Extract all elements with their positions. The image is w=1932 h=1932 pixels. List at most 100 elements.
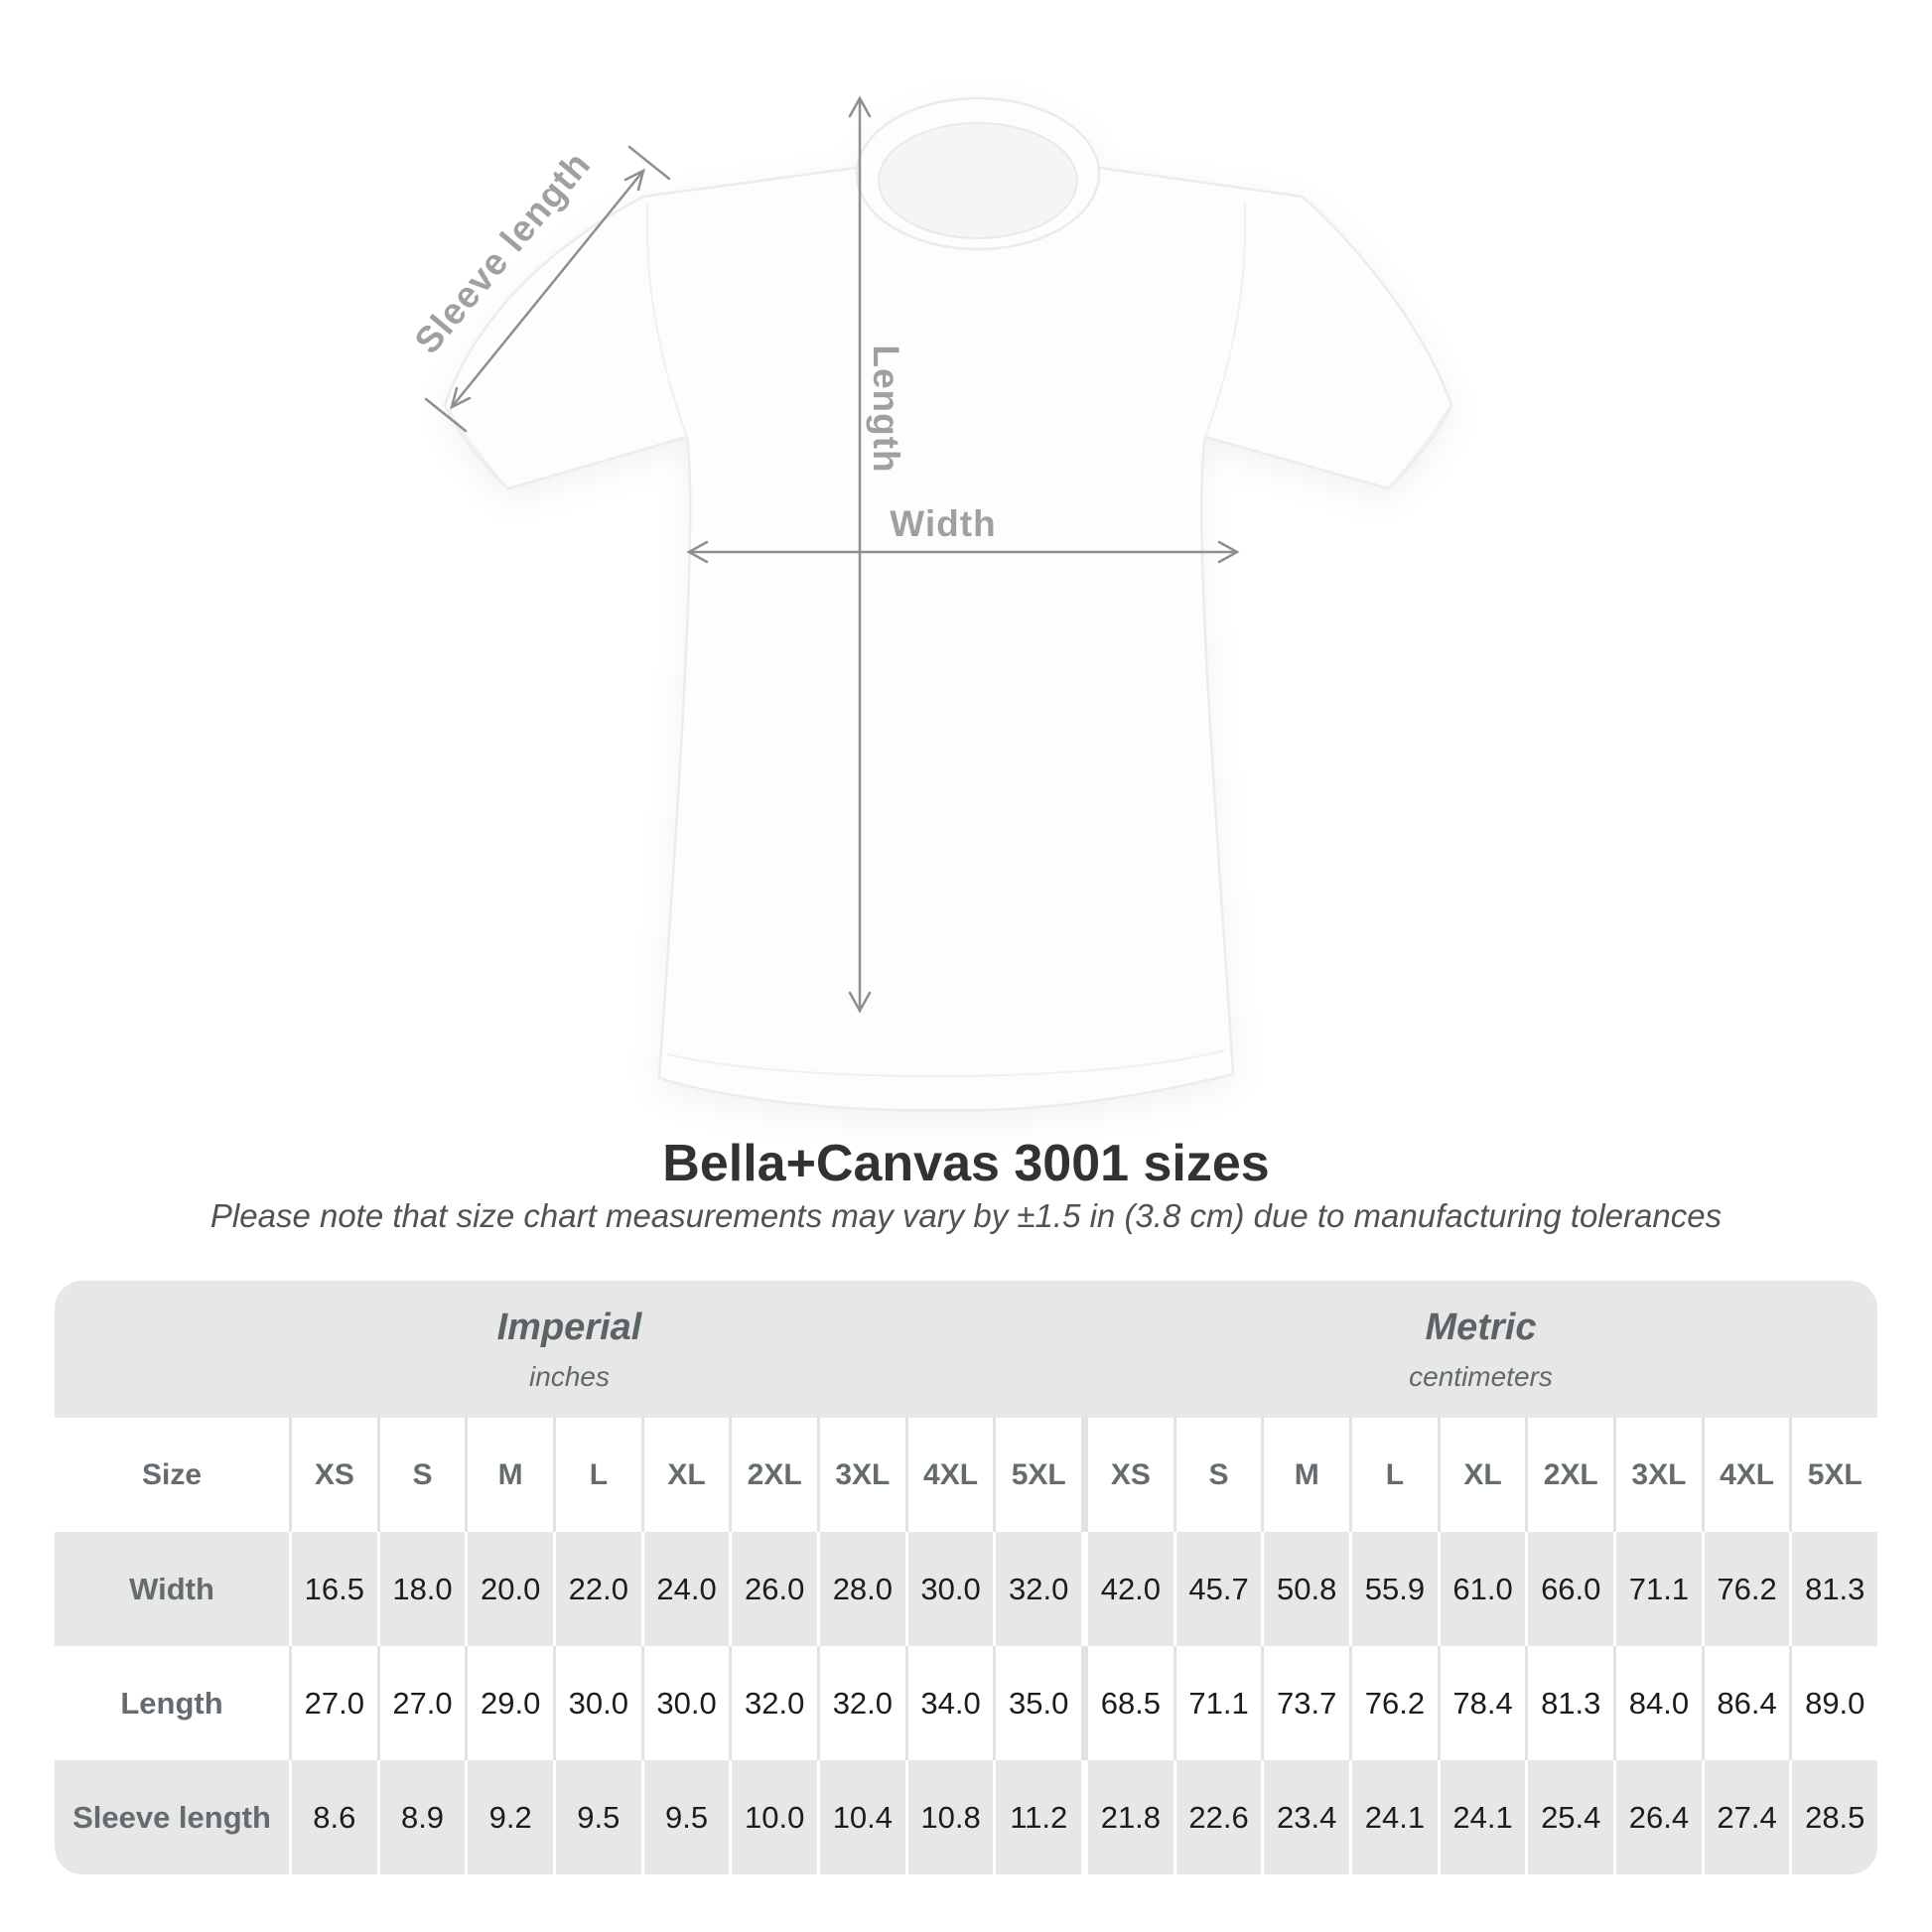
length-value-cell: 84.0 — [1616, 1646, 1702, 1760]
size-header-cell: L — [556, 1418, 641, 1532]
length-value-cell: 27.0 — [292, 1646, 377, 1760]
hem-seam — [666, 1049, 1226, 1077]
sleeve-length-value-cell: 9.5 — [643, 1760, 730, 1874]
size-header-cell: XS — [1088, 1418, 1173, 1532]
length-row-label: Length — [55, 1646, 289, 1760]
sleeve-length-value-cell: 22.6 — [1175, 1760, 1262, 1874]
width-value-cell: 66.0 — [1528, 1532, 1614, 1646]
right-cuff-seam — [1393, 408, 1449, 483]
size-header-cell: 5XL — [996, 1418, 1082, 1532]
size-header-cell: S — [1175, 1418, 1262, 1532]
width-label: Width — [890, 503, 996, 544]
sleeve-length-value-cell: 25.4 — [1528, 1760, 1614, 1874]
length-value-cell: 27.0 — [379, 1646, 466, 1760]
sleeve-length-arrow — [424, 145, 671, 433]
size-header-cell: XL — [1440, 1418, 1526, 1532]
width-row: Width 16.5 18.0 20.0 22.0 24.0 26.0 28.0 30.0 32… — [55, 1532, 1877, 1646]
size-header-cell: M — [468, 1418, 554, 1532]
size-header-cell: 2XL — [732, 1418, 818, 1532]
tshirt-body — [443, 113, 1453, 1112]
width-value-cell: 18.0 — [379, 1532, 466, 1646]
imperial-header: Imperial inches — [55, 1281, 1084, 1418]
width-value-cell: 24.0 — [643, 1532, 730, 1646]
size-header-cell: 2XL — [1528, 1418, 1614, 1532]
size-table: Imperial inches Metric centimeters Size … — [55, 1281, 1877, 1874]
length-value-cell: 86.4 — [1704, 1646, 1790, 1760]
sleeve-length-value-cell: 8.6 — [292, 1760, 377, 1874]
tshirt-graphic: Length Width Sleeve length — [407, 95, 1453, 1112]
left-armhole-seam — [645, 202, 688, 438]
size-header-cell: 3XL — [820, 1418, 905, 1532]
right-armhole-seam — [1204, 202, 1247, 438]
sleeve-length-value-cell: 10.8 — [907, 1760, 994, 1874]
width-value-cell: 45.7 — [1175, 1532, 1262, 1646]
metric-header: Metric centimeters — [1084, 1281, 1877, 1418]
length-value-cell: 81.3 — [1528, 1646, 1614, 1760]
sleeve-length-value-cell: 9.2 — [468, 1760, 554, 1874]
width-value-cell: 22.0 — [556, 1532, 641, 1646]
width-value-cell: 61.0 — [1440, 1532, 1526, 1646]
width-row-label: Width — [55, 1532, 289, 1646]
size-header-row: Size XS S M L XL 2XL 3XL 4XL 5XL XS S M L XL 2XL 3XL 4XL… — [55, 1418, 1877, 1532]
page-subtitle: Please note that size chart measurements… — [209, 1197, 1723, 1234]
sleeve-length-value-cell: 24.1 — [1440, 1760, 1526, 1874]
width-value-cell: 30.0 — [907, 1532, 994, 1646]
sleeve-length-value-cell: 28.5 — [1792, 1760, 1877, 1874]
length-value-cell: 71.1 — [1175, 1646, 1262, 1760]
width-value-cell: 16.5 — [292, 1532, 377, 1646]
size-row-label: Size — [55, 1418, 289, 1532]
metric-unit: centimeters — [1409, 1360, 1553, 1392]
width-value-cell: 32.0 — [996, 1532, 1082, 1646]
length-value-cell: 68.5 — [1088, 1646, 1173, 1760]
length-value-cell: 30.0 — [556, 1646, 641, 1760]
tshirt-diagram: Length Width Sleeve length — [407, 95, 1453, 1112]
length-value-cell: 29.0 — [468, 1646, 554, 1760]
sleeve-length-value-cell: 23.4 — [1264, 1760, 1350, 1874]
width-value-cell: 20.0 — [468, 1532, 554, 1646]
length-value-cell: 34.0 — [907, 1646, 994, 1760]
width-value-cell: 71.1 — [1616, 1532, 1702, 1646]
width-value-cell: 81.3 — [1792, 1532, 1877, 1646]
width-value-cell: 50.8 — [1264, 1532, 1350, 1646]
size-header-cell: XS — [292, 1418, 377, 1532]
width-arrow — [686, 540, 1240, 564]
sleeve-length-value-cell: 21.8 — [1088, 1760, 1173, 1874]
width-value-cell: 76.2 — [1704, 1532, 1790, 1646]
width-value-cell: 26.0 — [732, 1532, 818, 1646]
tshirt-shape — [443, 96, 1453, 1112]
sleeve-length-value-cell: 8.9 — [379, 1760, 466, 1874]
left-cuff-seam — [448, 408, 503, 483]
size-header-cell: 4XL — [1704, 1418, 1790, 1532]
length-value-cell: 78.4 — [1440, 1646, 1526, 1760]
sleeve-length-value-cell: 11.2 — [996, 1760, 1082, 1874]
imperial-unit: inches — [529, 1360, 610, 1392]
page-title: Bella+Canvas 3001 sizes — [662, 1135, 1270, 1192]
sleeve-length-value-cell: 10.4 — [820, 1760, 905, 1874]
size-header-cell: 4XL — [907, 1418, 994, 1532]
width-value-cell: 42.0 — [1088, 1532, 1173, 1646]
sleeve-length-value-cell: 24.1 — [1352, 1760, 1438, 1874]
width-value-cell: 28.0 — [820, 1532, 905, 1646]
size-header-cell: 3XL — [1616, 1418, 1702, 1532]
sleeve-length-value-cell: 10.0 — [732, 1760, 818, 1874]
size-header-cell: 5XL — [1792, 1418, 1877, 1532]
sleeve-length-value-cell: 27.4 — [1704, 1760, 1790, 1874]
sleeve-length-value-cell: 9.5 — [556, 1760, 641, 1874]
sleeve-length-value-cell: 26.4 — [1616, 1760, 1702, 1874]
width-value-cell: 55.9 — [1352, 1532, 1438, 1646]
imperial-title: Imperial — [496, 1306, 642, 1348]
sleeve-length-row-label: Sleeve length — [55, 1760, 289, 1874]
length-label: Length — [866, 345, 906, 473]
collar-inner — [878, 122, 1078, 239]
metric-title: Metric — [1425, 1306, 1537, 1348]
length-row: Length 27.0 27.0 29.0 30.0 30.0 32.0 32.0 34.0 3… — [55, 1646, 1877, 1760]
length-value-cell: 73.7 — [1264, 1646, 1350, 1760]
unit-header-band: Imperial inches Metric centimeters — [55, 1281, 1877, 1418]
size-header-cell: L — [1352, 1418, 1438, 1532]
length-value-cell: 76.2 — [1352, 1646, 1438, 1760]
length-value-cell: 35.0 — [996, 1646, 1082, 1760]
size-header-cell: M — [1264, 1418, 1350, 1532]
length-value-cell: 30.0 — [643, 1646, 730, 1760]
length-value-cell: 32.0 — [732, 1646, 818, 1760]
